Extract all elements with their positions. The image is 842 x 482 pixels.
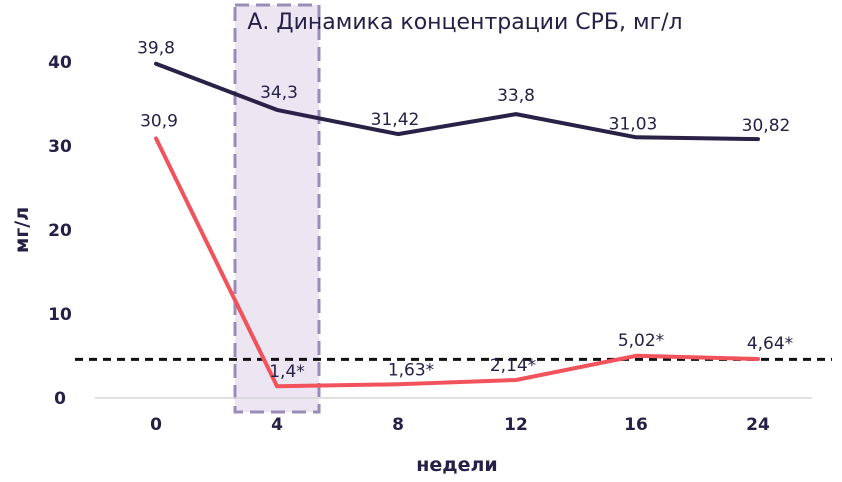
- x-tick-label: 4: [271, 415, 283, 435]
- x-ticks: 0 4 8 12 16 24: [150, 415, 770, 435]
- week-4-highlight: [233, 3, 321, 414]
- y-tick-label: 30: [48, 137, 72, 157]
- chart-title: А. Динамика концентрации СРБ, мг/л: [247, 10, 682, 35]
- y-tick-label: 40: [48, 53, 72, 73]
- y-tick-label: 0: [54, 389, 66, 409]
- y-axis-label: мг/л: [11, 207, 33, 253]
- x-tick-label: 16: [624, 415, 648, 435]
- data-labels: 39,8 34,3 31,42 33,8 31,03 30,82 30,9 1,4* 1,63*…: [137, 39, 793, 383]
- x-axis-label: недели: [416, 454, 497, 476]
- x-tick-label: 12: [504, 415, 528, 435]
- series-2-line: [154, 136, 760, 389]
- data-label: 1,4*: [269, 362, 305, 382]
- data-label: 34,3: [260, 83, 298, 103]
- y-tick-label: 10: [48, 305, 72, 325]
- data-label: 33,8: [497, 86, 535, 106]
- data-label: 4,64*: [747, 334, 793, 354]
- data-label: 39,8: [137, 39, 175, 59]
- data-label: 30,9: [140, 111, 178, 131]
- data-label: 5,02*: [618, 331, 664, 351]
- data-label: 31,42: [371, 110, 420, 130]
- data-label: 31,03: [609, 114, 658, 134]
- y-ticks: 0 10 20 30 40: [48, 53, 72, 409]
- data-label: 2,14*: [490, 356, 536, 376]
- series-1-line: [154, 61, 760, 142]
- y-tick-label: 20: [48, 221, 72, 241]
- data-label: 1,63*: [388, 360, 434, 380]
- x-tick-label: 24: [746, 415, 770, 435]
- data-label: 30,82: [742, 116, 791, 136]
- x-tick-label: 0: [150, 415, 162, 435]
- x-tick-label: 8: [392, 415, 404, 435]
